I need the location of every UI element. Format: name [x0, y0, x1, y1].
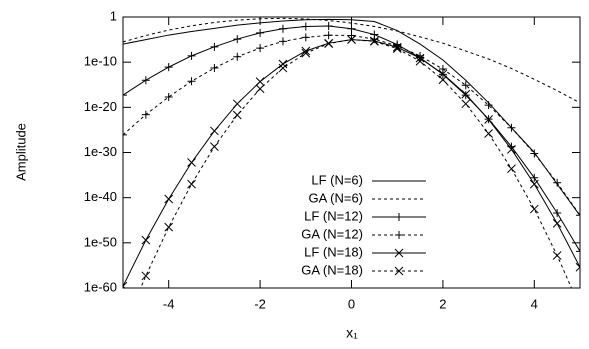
marker [347, 24, 356, 33]
marker [461, 99, 471, 109]
marker [415, 53, 425, 63]
legend-marker [394, 248, 404, 258]
y-tick-label: 1e-50 [84, 234, 117, 249]
marker [164, 222, 174, 232]
marker [210, 42, 219, 51]
marker [232, 110, 242, 120]
y-tick-label: 1e-10 [84, 54, 117, 69]
marker [210, 126, 219, 136]
marker [301, 22, 310, 31]
marker [232, 99, 242, 109]
marker [256, 28, 265, 37]
marker [187, 51, 196, 60]
x-tick-label: 4 [531, 296, 538, 311]
marker [461, 89, 471, 99]
marker [324, 22, 333, 31]
series-line [123, 34, 580, 216]
marker [461, 81, 470, 90]
marker [438, 75, 448, 85]
y-tick-label: 1e-40 [84, 189, 117, 204]
marker [575, 262, 580, 272]
marker [347, 35, 356, 44]
marker [552, 219, 562, 228]
marker [164, 92, 173, 101]
marker [141, 110, 150, 119]
marker [278, 37, 287, 46]
marker [301, 33, 310, 42]
marker [210, 64, 219, 73]
marker [187, 179, 196, 189]
y-tick-label: 1 [110, 8, 117, 23]
marker [415, 56, 425, 66]
marker [141, 76, 150, 85]
marker [553, 178, 562, 187]
marker [233, 35, 242, 44]
marker [164, 63, 173, 72]
legend-marker [395, 213, 403, 221]
legend-label: GA (N=6) [308, 190, 363, 205]
legend-label: LF (N=18) [304, 244, 363, 259]
marker [278, 24, 287, 33]
marker [552, 251, 562, 260]
marker [576, 303, 584, 311]
marker [255, 77, 265, 86]
y-tick-label: 1e-20 [84, 99, 117, 114]
marker [210, 142, 219, 151]
x-tick-label: -4 [163, 296, 175, 311]
marker [123, 91, 127, 100]
plot-area [119, 17, 584, 334]
legend-label: LF (N=6) [311, 172, 363, 187]
y-tick-label: 1e-30 [84, 144, 117, 159]
marker [187, 77, 196, 86]
marker [141, 235, 151, 245]
legend-label: GA (N=18) [301, 262, 363, 277]
marker [484, 129, 493, 138]
legend-label: LF (N=12) [304, 208, 363, 223]
marker [324, 39, 334, 48]
marker [484, 101, 493, 110]
marker [123, 130, 127, 139]
series-line [123, 17, 580, 104]
marker [507, 164, 516, 174]
marker [529, 179, 539, 189]
marker [301, 48, 311, 58]
marker [576, 247, 580, 256]
marker [369, 37, 379, 46]
legend-label: GA (N=12) [301, 226, 363, 241]
x-tick-label: -2 [254, 296, 266, 311]
marker [119, 326, 127, 334]
marker [347, 31, 356, 40]
marker [529, 204, 539, 214]
marker [164, 194, 174, 204]
y-axis-label: Amplitude [13, 123, 28, 181]
marker [301, 46, 311, 56]
legend-marker [395, 231, 403, 239]
marker [392, 44, 402, 53]
marker [507, 123, 516, 132]
marker [324, 31, 333, 40]
marker [484, 115, 493, 124]
x-tick-label: 0 [348, 296, 355, 311]
marker [141, 271, 151, 281]
marker [461, 91, 470, 100]
x-axis-label: x₁ [346, 325, 358, 341]
marker [255, 84, 265, 94]
marker [123, 281, 128, 288]
marker [233, 52, 242, 61]
marker [438, 65, 447, 74]
y-tick-label: 1e-60 [84, 279, 117, 294]
x-tick-label: 2 [439, 296, 446, 311]
marker [576, 211, 580, 220]
marker [507, 144, 516, 154]
marker [187, 158, 196, 167]
marker [256, 44, 265, 53]
marker [530, 173, 539, 182]
marker [530, 149, 539, 158]
marker [553, 209, 562, 218]
legend-marker [394, 266, 404, 276]
marker [278, 63, 288, 73]
